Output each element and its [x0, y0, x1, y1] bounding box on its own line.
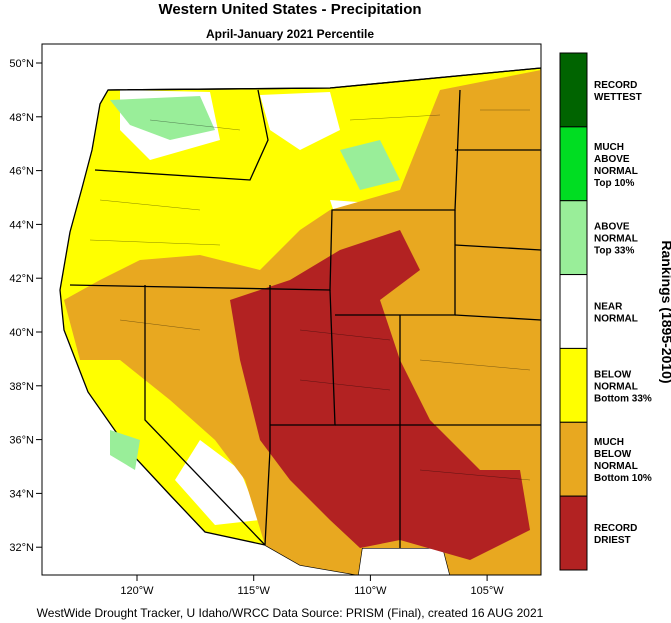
legend-label: Top 10% [594, 178, 634, 189]
legend-label: RECORD [594, 80, 637, 91]
lat-label: 42°N [9, 273, 34, 285]
lat-label: 40°N [9, 327, 34, 339]
county-lines [89, 109, 531, 481]
legend-label: NORMAL [594, 461, 638, 472]
title: Western United States - Precipitation [158, 1, 421, 18]
lat-label: 48°N [9, 112, 34, 124]
legend-label: BELOW [594, 369, 632, 380]
subtitle: April-January 2021 Percentile [206, 27, 374, 41]
legend-label: NORMAL [594, 381, 638, 392]
lat-label: 36°N [9, 435, 34, 447]
lon-label: 105°W [471, 585, 505, 597]
legend-swatch [559, 347, 588, 423]
lon-label: 120°W [120, 585, 154, 597]
near-normal-area [120, 90, 410, 525]
lat-label: 50°N [9, 58, 34, 70]
above-normal-area [110, 96, 535, 470]
legend-label: NORMAL [594, 166, 638, 177]
lon-label: 110°W [354, 585, 387, 597]
legend-label: MUCH [594, 437, 624, 448]
legend-label: RECORD [594, 523, 637, 534]
legend-label: NORMAL [594, 314, 638, 325]
legend-label: NEAR [594, 302, 623, 313]
legend-label: NORMAL [594, 234, 638, 245]
lat-label: 32°N [9, 542, 34, 554]
legend-label: ABOVE [594, 222, 630, 233]
map [41, 43, 542, 576]
legend-label: WETTEST [594, 92, 642, 103]
lat-label: 44°N [9, 219, 34, 231]
legend-swatch [559, 200, 588, 276]
lon-label: 115°W [238, 585, 271, 597]
legend-label: ABOVE [594, 154, 630, 165]
legend-swatch [559, 274, 588, 349]
state-borders [69, 67, 541, 548]
legend-swatch [559, 126, 588, 202]
lat-label: 38°N [9, 381, 34, 393]
lat-label: 46°N [9, 166, 34, 178]
legend-swatch [559, 495, 588, 571]
legend-swatch [559, 421, 588, 497]
legend-label: Bottom 33% [594, 393, 652, 404]
legend-label: Bottom 10% [594, 473, 652, 484]
axis-labels: 50°N 48°N 46°N 44°N 42°N 40°N 38°N 36°N 34°N 32°N… [9, 58, 504, 597]
legend-swatch [559, 52, 588, 128]
legend-title: Rankings (1895-2010) [659, 240, 671, 383]
legend-label: BELOW [594, 449, 632, 460]
legend-label: Top 33% [594, 246, 634, 257]
footer: WestWide Drought Tracker, U Idaho/WRCC D… [37, 606, 544, 620]
legend-label: MUCH [594, 142, 624, 153]
lat-label: 34°N [9, 488, 34, 500]
map-frame [41, 43, 542, 576]
legend-label: DRIEST [594, 535, 631, 546]
record-driest-area [230, 230, 530, 560]
